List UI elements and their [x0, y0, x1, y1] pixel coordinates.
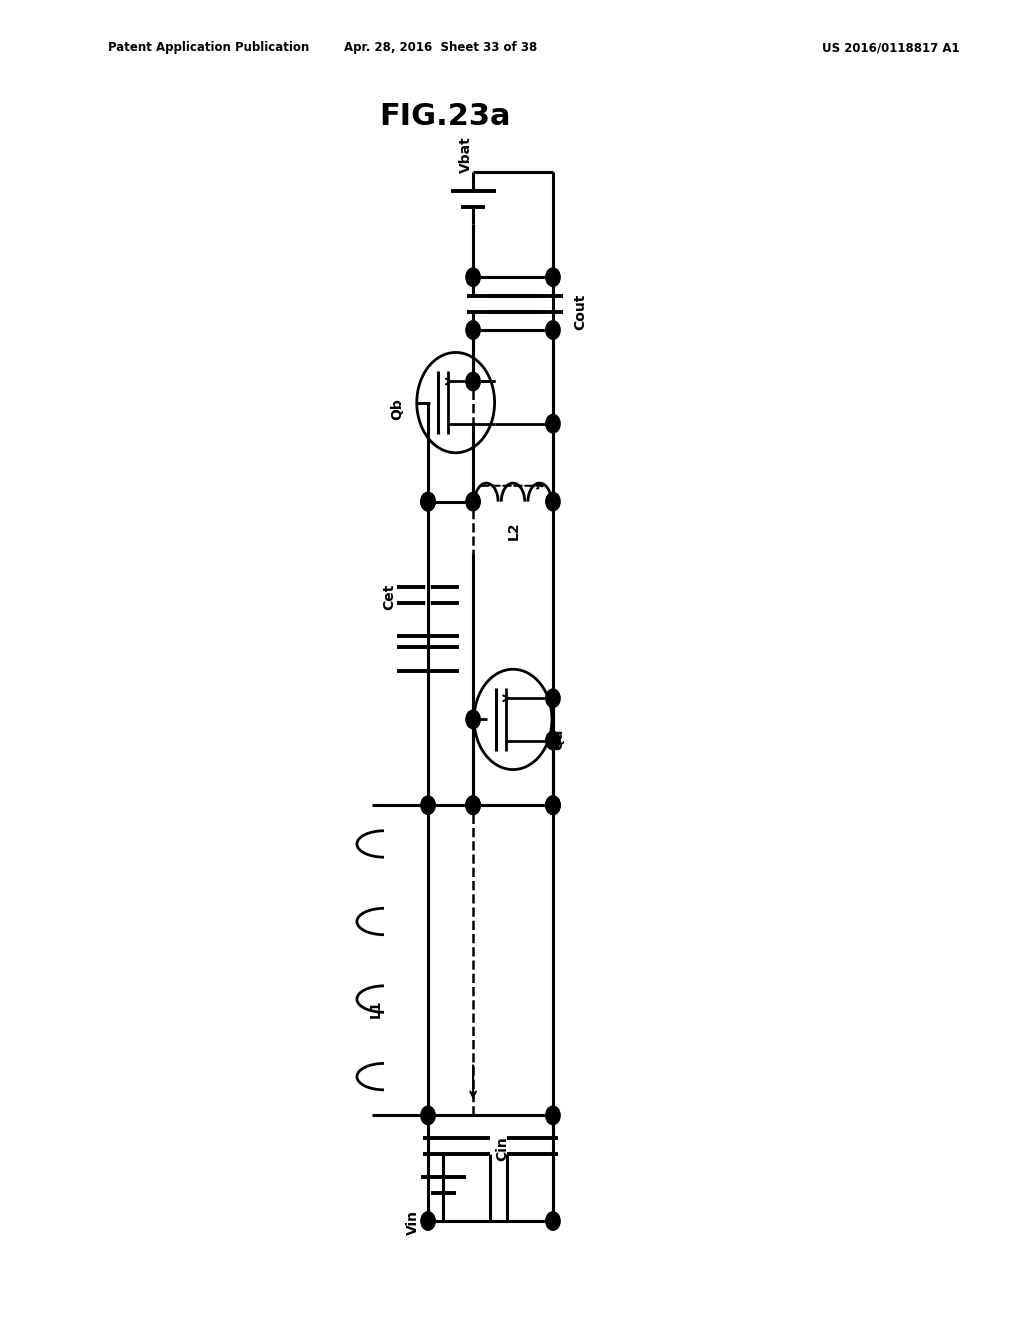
Circle shape	[546, 1106, 560, 1125]
Text: Apr. 28, 2016  Sheet 33 of 38: Apr. 28, 2016 Sheet 33 of 38	[344, 41, 537, 54]
Text: Qb: Qb	[390, 399, 404, 420]
Text: FIG.23a: FIG.23a	[380, 102, 511, 131]
Circle shape	[546, 796, 560, 814]
Circle shape	[466, 372, 480, 391]
Circle shape	[546, 414, 560, 433]
Circle shape	[546, 268, 560, 286]
Circle shape	[466, 796, 480, 814]
Circle shape	[546, 796, 560, 814]
Circle shape	[421, 1212, 435, 1230]
Circle shape	[546, 731, 560, 750]
Circle shape	[546, 689, 560, 708]
Circle shape	[546, 1212, 560, 1230]
Circle shape	[421, 492, 435, 511]
Text: L1: L1	[369, 999, 383, 1018]
Circle shape	[421, 796, 435, 814]
Circle shape	[546, 492, 560, 511]
Text: Vbat: Vbat	[459, 136, 473, 173]
Circle shape	[421, 492, 435, 511]
Text: Cet: Cet	[382, 583, 396, 610]
Text: Vin: Vin	[406, 1210, 420, 1234]
Text: US 2016/0118817 A1: US 2016/0118817 A1	[822, 41, 959, 54]
Text: L2: L2	[507, 521, 521, 540]
Text: Patent Application Publication: Patent Application Publication	[108, 41, 309, 54]
Circle shape	[466, 710, 480, 729]
Circle shape	[421, 1106, 435, 1125]
Text: Cout: Cout	[573, 293, 588, 330]
Circle shape	[466, 492, 480, 511]
Circle shape	[546, 321, 560, 339]
Circle shape	[466, 796, 480, 814]
Text: Cin: Cin	[495, 1137, 509, 1160]
Circle shape	[466, 268, 480, 286]
Circle shape	[466, 321, 480, 339]
Text: Qa: Qa	[551, 729, 565, 750]
